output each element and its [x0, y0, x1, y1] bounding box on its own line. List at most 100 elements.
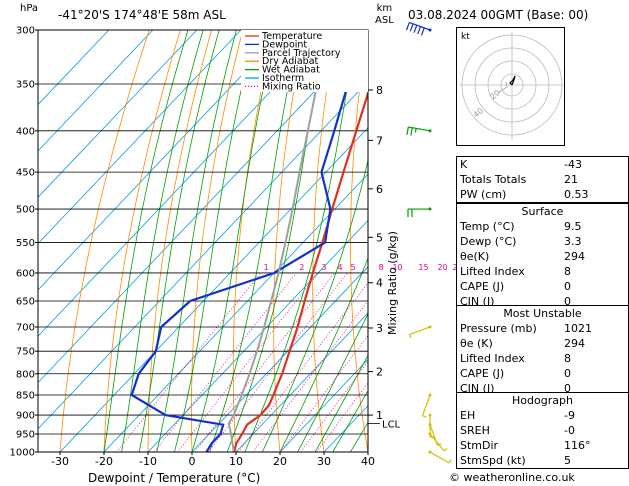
isotherm-line [279, 358, 368, 452]
pressure-tick-label: 500 [16, 205, 35, 216]
wind-barb-base [428, 423, 432, 427]
row-value: -43 [564, 158, 582, 171]
wind-barb-base [428, 432, 432, 436]
pressure-tick-label: 450 [16, 168, 35, 179]
wind-barb-base [428, 393, 432, 397]
table-row: Lifted Index 8 [457, 351, 628, 366]
hodograph-upper-trace [497, 81, 508, 94]
row-value: 21 [564, 173, 578, 186]
km-tick-label: 5 [376, 231, 383, 244]
row-value: 294 [564, 250, 585, 263]
wet-adiabat-line [191, 30, 277, 452]
wind-barb-half-flag [422, 415, 427, 418]
panel-title: Most Unstable [503, 307, 582, 320]
panel-title: Hodograph [512, 394, 573, 407]
table-row: Temp (°C) 9.5 [457, 219, 628, 234]
mixing-ratio-line [316, 381, 368, 452]
hodograph-panel: kt 20 40 [456, 27, 565, 146]
wind-barb-base [428, 325, 432, 329]
row-label: Dewp (°C) [460, 235, 517, 248]
wind-barb-staff [409, 326, 431, 336]
plot-frame [37, 29, 369, 453]
row-label: SREH [460, 424, 490, 437]
panel-title: Surface [521, 205, 564, 218]
wind-barb-base [428, 207, 432, 211]
isotherm-line [38, 30, 198, 198]
pressure-tick-label: 900 [16, 411, 35, 422]
asl-label: ASL [375, 15, 394, 26]
hodograph-unit: kt [461, 32, 470, 42]
legend-bg [241, 30, 368, 92]
mixing-ratio-label: 10 [392, 263, 402, 272]
wind-barb-flag [410, 127, 413, 136]
isotherm-line [191, 266, 368, 452]
surface-panel: Surface Temp (°C) 9.5 Dewp (°C) 3.3 θe(K) 294 L… [456, 203, 629, 310]
wind-barb-base [428, 413, 432, 417]
pressure-unit-label: hPa [20, 3, 39, 14]
table-row: θe (K) 294 [457, 336, 628, 351]
series-temperature [232, 89, 368, 452]
table-row: θe(K) 294 [457, 249, 628, 264]
row-label: StmDir [460, 439, 499, 452]
pressure-tick-label: 800 [16, 369, 35, 380]
wind-barb-half-flag [408, 334, 412, 339]
row-label: CAPE (J) [460, 367, 505, 380]
mixing-ratio-line [252, 300, 368, 452]
isotherm-line [38, 30, 110, 106]
row-label: Lifted Index [460, 265, 525, 278]
datetime-title: 03.08.2024 00GMT (Base: 00) [408, 8, 589, 22]
wind-barb [428, 450, 452, 464]
table-row: Totals Totals 21 [457, 172, 628, 187]
row-value: 9.5 [564, 220, 582, 233]
x-axis-label: Dewpoint / Temperature (°C) [88, 471, 261, 485]
wind-barb [406, 126, 432, 136]
pressure-tick-label: 300 [16, 26, 35, 37]
row-label: θe(K) [460, 250, 490, 263]
row-value: 0 [564, 367, 571, 380]
km-tick-label: 7 [376, 134, 383, 147]
pressure-tick-label: 1000 [10, 448, 35, 459]
km-asl-label: km ASL [375, 3, 394, 27]
row-value: 8 [564, 352, 571, 365]
mixing-ratio-line [208, 272, 348, 452]
table-row: PW (cm) 0.53 [457, 187, 628, 202]
km-tick-label: 3 [376, 322, 383, 335]
km-label: km [376, 3, 393, 14]
temperature-tick-label: 0 [189, 455, 196, 468]
wet-adiabat-line [262, 158, 368, 452]
pressure-tick-label: 850 [16, 391, 35, 402]
dry-adiabat-line [423, 30, 456, 452]
row-value: 3.3 [564, 235, 582, 248]
isotherm-line [235, 312, 368, 452]
table-row: StmSpd (kt) 5 [457, 453, 628, 468]
row-label: CAPE (J) [460, 280, 505, 293]
isotherm-line [103, 173, 368, 452]
wind-barb-flag [417, 26, 422, 35]
mixing-ratio-label: 3 [321, 263, 326, 272]
pressure-tick-label: 700 [16, 322, 35, 333]
mixing-ratio-label: 4 [338, 263, 343, 272]
row-value: -9 [564, 409, 575, 422]
wind-barb [408, 325, 432, 339]
hodo-ring-label-20: 20 [489, 88, 503, 101]
mixing-ratio-label: 5 [350, 263, 355, 272]
wind-barb-flag [409, 23, 414, 32]
temperature-tick-label: -30 [51, 455, 69, 468]
wind-barb-flag [406, 126, 409, 135]
temperature-tick-label: 40 [361, 455, 375, 468]
isotherm-line [147, 219, 368, 452]
wind-barb [406, 21, 432, 36]
mixing-ratio-line [300, 360, 368, 452]
wet-adiabat-line [332, 389, 368, 452]
table-row: Lifted Index 8 [457, 264, 628, 279]
wind-barb [407, 207, 432, 218]
mixing-ratio-label: 2 [299, 263, 304, 272]
km-tick-label: 8 [376, 84, 383, 97]
km-tick-label: 6 [376, 183, 383, 196]
wet-adiabat-line [314, 354, 368, 452]
legend-entry: Dry Adiabat [262, 56, 319, 67]
row-value: 0 [564, 382, 571, 395]
most-unstable-panel: Most Unstable Pressure (mb) 1021 θe (K) 294 L… [456, 305, 629, 397]
legend-entry: Dewpoint [262, 39, 307, 50]
row-label: EH [460, 409, 476, 422]
